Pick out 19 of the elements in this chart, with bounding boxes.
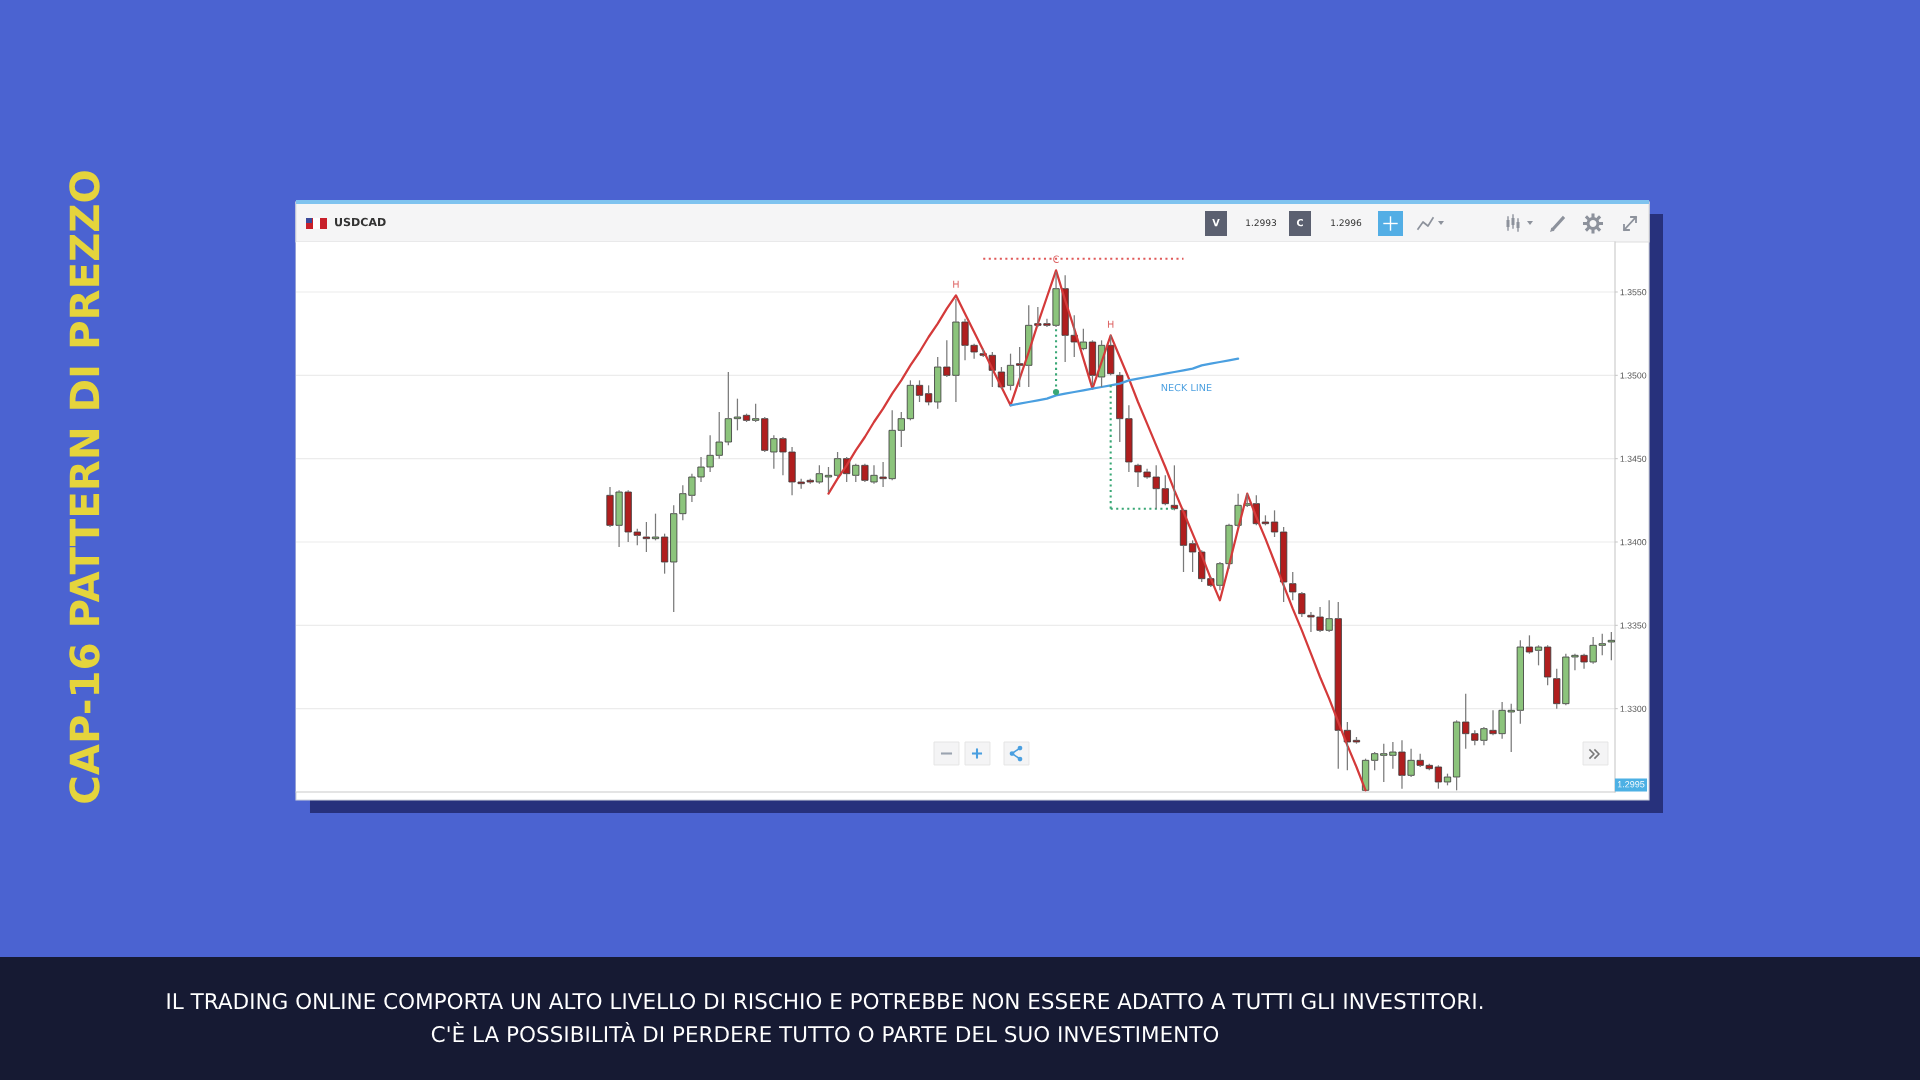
y-tick-label: 1.3400 — [1620, 539, 1647, 546]
y-tick-label: 1.3350 — [1620, 622, 1647, 629]
text: C'È LA POSSIBILITÀ DI PERDERE TUTTO O PARTE DEL SUO INVESTIMENTO — [431, 1022, 1219, 1043]
text: 1.2996 — [1331, 219, 1362, 227]
text: 1.2995 — [1617, 781, 1645, 788]
text: C — [1296, 218, 1303, 227]
text: IL TRADING ONLINE COMPORTA UN ALTO LIVELLO DI RISCHIO E POTREBBE NON ESSERE ADATTO A TUTTI GLI INVESTITORI. — [167, 992, 1483, 1010]
series-label: NECK LINE — [1161, 383, 1212, 392]
y-tick-label: 1.3300 — [1620, 705, 1647, 712]
y-tick-label: 1.3500 — [1620, 372, 1647, 379]
text: USDCAD — [335, 217, 386, 227]
data-label: H — [1107, 320, 1114, 328]
y-tick-label: 1.3450 — [1620, 455, 1647, 462]
text: V — [1212, 219, 1220, 227]
text: 1.2993 — [1246, 219, 1277, 227]
data-label: H — [953, 280, 959, 288]
text: CAP-16 PATTERN DI PREZZO — [69, 171, 100, 803]
data-label: C — [1053, 255, 1059, 263]
y-tick-label: 1.3550 — [1620, 289, 1647, 296]
